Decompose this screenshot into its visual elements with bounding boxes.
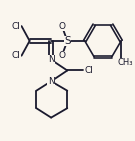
Text: N: N [48, 55, 55, 64]
Text: CH₃: CH₃ [117, 58, 133, 67]
Text: S: S [64, 36, 71, 46]
Text: O: O [58, 51, 65, 60]
Text: Cl: Cl [12, 51, 21, 60]
Text: N: N [48, 77, 55, 86]
Text: O: O [58, 22, 65, 31]
Text: Cl: Cl [84, 66, 93, 75]
Text: Cl: Cl [12, 22, 21, 31]
